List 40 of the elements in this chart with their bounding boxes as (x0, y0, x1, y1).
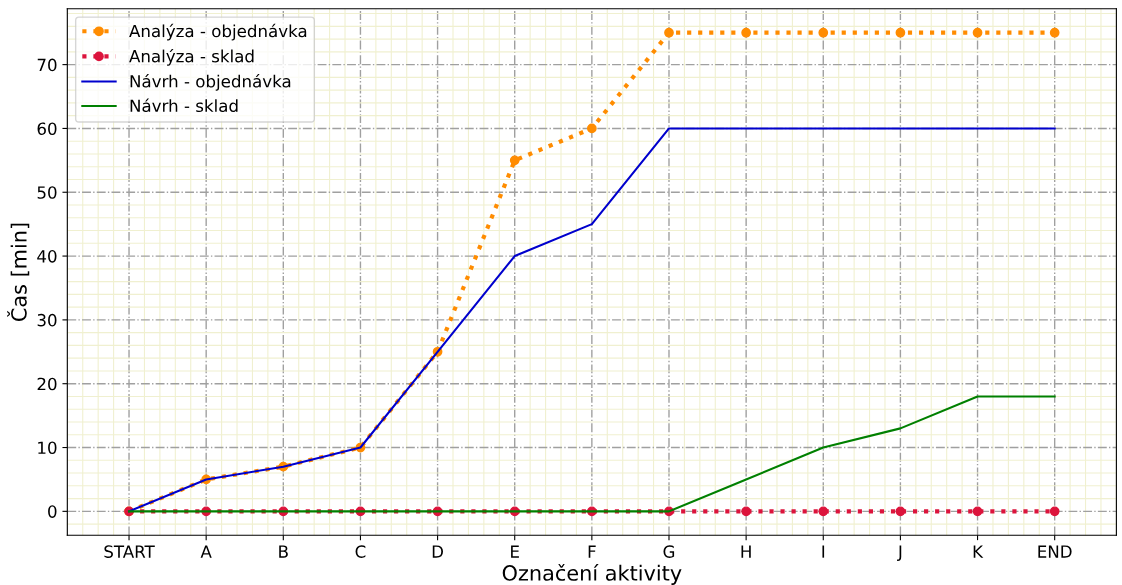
point (895, 27, 906, 38)
x-tick-label: J (897, 545, 902, 561)
y-tick-label: 20 (37, 377, 57, 391)
point (818, 27, 829, 38)
x-tick-label: END (1038, 545, 1072, 558)
point (895, 506, 906, 517)
point (741, 506, 751, 517)
point (1049, 27, 1060, 38)
point (972, 27, 983, 38)
legend-label: Návrh - sklad (130, 98, 238, 113)
x-tick-label: A (200, 545, 212, 558)
x-tick-label: B (279, 545, 288, 558)
x-tick-label: START (104, 545, 155, 558)
point (741, 27, 751, 38)
x-tick-label: K (973, 545, 984, 558)
x-tick-label: I (822, 545, 825, 558)
y-axis-title: Čas [min] (7, 223, 30, 322)
point (586, 123, 597, 134)
x-tick-label: G (663, 545, 675, 558)
y-tick-label: 50 (37, 186, 57, 199)
y-tick-label: 70 (37, 58, 57, 72)
x-tick-label: C (355, 545, 366, 558)
x-tick-label: F (588, 545, 596, 558)
x-tick-label: E (511, 545, 519, 558)
x-axis-title: Označení aktivity (502, 563, 682, 585)
legend-label: Návrh - objednávka (130, 74, 291, 91)
x-tick-label: D (432, 545, 444, 558)
y-tick-label: 0 (48, 505, 57, 518)
y-tick-label: 10 (38, 441, 57, 455)
point (818, 506, 829, 517)
x-tick-label: H (741, 545, 751, 558)
legend-label: Analýza - objednávka (129, 23, 307, 41)
point (1049, 506, 1060, 517)
y-tick-label: 40 (37, 250, 57, 263)
point (509, 155, 520, 166)
point (972, 506, 983, 517)
y-tick-label: 30 (37, 313, 57, 327)
legend-label: Analýza - sklad (129, 48, 254, 66)
y-tick-label: 60 (37, 122, 57, 135)
point (664, 27, 674, 38)
